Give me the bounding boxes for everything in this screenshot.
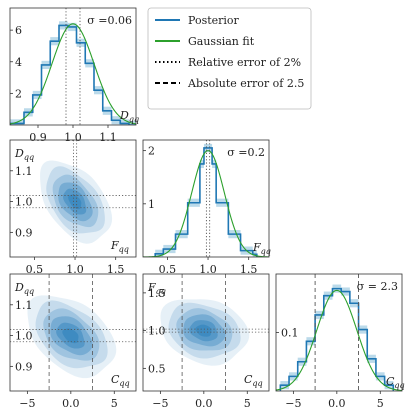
y-tick-label: 0.9 bbox=[15, 360, 33, 373]
legend-label: Gaussian fit bbox=[188, 35, 255, 48]
x-tick-label: 0.5 bbox=[26, 263, 44, 276]
x-tick-label: 1.0 bbox=[199, 263, 217, 276]
sigma-annotation: σ =0.06 bbox=[87, 14, 132, 27]
plot-area bbox=[10, 8, 136, 125]
panel-6: σ = 2.3 Cqq −5 0.0 5 0.1 bbox=[275, 273, 405, 410]
x-tick-label: −5 bbox=[152, 397, 168, 410]
panel-5: Fqq Cqq −5 0.0 5 0.5 1.0 1.5 bbox=[142, 273, 270, 410]
x-axis-label: Cqq bbox=[244, 373, 263, 388]
axes-frame bbox=[142, 273, 270, 392]
posterior-step-line bbox=[10, 24, 136, 125]
posterior-step-line bbox=[279, 287, 395, 391]
y-tick-label: 2 bbox=[148, 145, 155, 158]
gaussian-fit-line bbox=[143, 150, 269, 257]
y-tick-label: 1 bbox=[148, 198, 155, 211]
legend-label: Absolute error of 2.5 bbox=[187, 77, 304, 90]
x-tick-label: 5 bbox=[111, 397, 118, 410]
panel-4: Dqq Cqq −5 0.0 5 0.9 1.0 1.1 bbox=[9, 273, 137, 410]
y-tick-label: 1.5 bbox=[148, 287, 166, 300]
panel-3: σ =0.2 Fqq 0.5 1.0 1.5 1 2 bbox=[142, 139, 271, 276]
x-tick-label: 5 bbox=[244, 397, 251, 410]
legend-label: Posterior bbox=[188, 14, 240, 27]
x-tick-label: 0.0 bbox=[62, 397, 80, 410]
sigma-annotation: σ =0.2 bbox=[227, 146, 265, 159]
x-axis-label: Cqq bbox=[386, 375, 405, 390]
y-tick-label: 0.5 bbox=[148, 362, 166, 375]
x-tick-label: 0.9 bbox=[29, 131, 47, 144]
panel-2: Dqq Fqq 0.5 1.0 1.5 0.9 1.0 1.1 bbox=[9, 139, 137, 276]
x-tick-label: 5 bbox=[377, 397, 384, 410]
x-tick-label: 0.0 bbox=[328, 397, 346, 410]
y-tick-label: 6 bbox=[15, 24, 22, 37]
x-axis-label: Dqq bbox=[119, 109, 139, 124]
posterior-band bbox=[120, 119, 129, 125]
plot-area bbox=[276, 274, 402, 391]
plot-area bbox=[143, 274, 269, 391]
x-tick-label: 1.0 bbox=[66, 263, 84, 276]
density-contour bbox=[195, 324, 212, 337]
x-axis-label: Cqq bbox=[111, 373, 130, 388]
density-contour bbox=[68, 194, 82, 210]
x-tick-label: 0.5 bbox=[159, 263, 177, 276]
x-axis-label: Fqq bbox=[252, 241, 271, 256]
x-tick-label: 1.0 bbox=[64, 131, 82, 144]
y-tick-label: 2 bbox=[15, 87, 22, 100]
plot-area bbox=[10, 140, 136, 257]
legend-label: Relative error of 2% bbox=[188, 56, 301, 69]
density-contour bbox=[62, 328, 79, 344]
plot-area bbox=[143, 140, 269, 257]
plot-area bbox=[10, 274, 136, 391]
y-tick-label: 1.1 bbox=[15, 299, 33, 312]
axes-frame bbox=[9, 273, 137, 392]
legend: Posterior Gaussian fit Relative error of 2… bbox=[147, 7, 312, 110]
x-tick-label: −5 bbox=[19, 397, 35, 410]
x-tick-label: 1.5 bbox=[240, 263, 258, 276]
y-axis-label: Dqq bbox=[14, 281, 34, 296]
y-tick-label: 1.1 bbox=[15, 165, 33, 178]
panel-1: σ =0.06 Dqq 0.9 1.0 1.1 2 4 6 bbox=[9, 7, 139, 144]
x-tick-label: 0.0 bbox=[195, 397, 213, 410]
x-axis-label: Fqq bbox=[110, 239, 129, 254]
gaussian-fit-line bbox=[10, 23, 136, 125]
y-axis-label: Fqq bbox=[147, 281, 166, 296]
y-tick-label: 1.0 bbox=[15, 196, 33, 209]
gaussian-fit-line bbox=[276, 289, 402, 391]
x-tick-label: 1.5 bbox=[107, 263, 125, 276]
axes-frame bbox=[9, 139, 137, 258]
x-tick-label: −5 bbox=[285, 397, 301, 410]
axes-frame bbox=[142, 139, 270, 258]
posterior-step-line bbox=[154, 147, 258, 257]
y-tick-label: 0.9 bbox=[15, 226, 33, 239]
y-tick-label: 1.0 bbox=[15, 330, 33, 343]
y-tick-label: 1.0 bbox=[148, 325, 166, 338]
y-tick-label: 0.1 bbox=[281, 327, 299, 340]
y-tick-label: 4 bbox=[15, 56, 22, 69]
sigma-annotation: σ = 2.3 bbox=[357, 280, 398, 293]
x-tick-label: 1.1 bbox=[99, 131, 117, 144]
y-axis-label: Dqq bbox=[14, 147, 34, 162]
legend-frame bbox=[147, 7, 312, 110]
